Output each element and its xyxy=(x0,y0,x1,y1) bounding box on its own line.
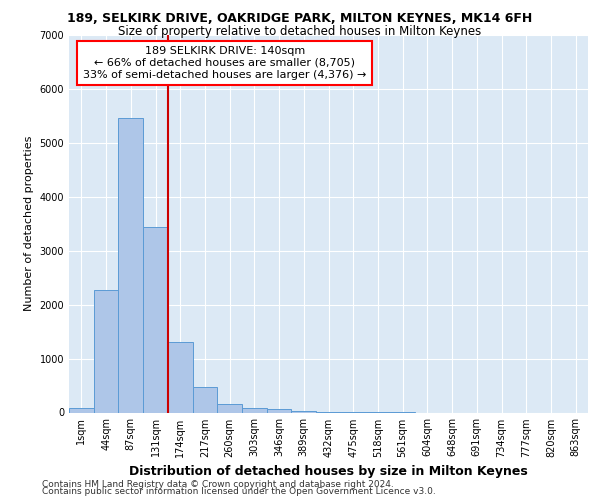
Text: Contains HM Land Registry data © Crown copyright and database right 2024.: Contains HM Land Registry data © Crown c… xyxy=(42,480,394,489)
Bar xyxy=(168,342,193,412)
Bar xyxy=(69,408,94,412)
Text: 189, SELKIRK DRIVE, OAKRIDGE PARK, MILTON KEYNES, MK14 6FH: 189, SELKIRK DRIVE, OAKRIDGE PARK, MILTO… xyxy=(67,12,533,26)
Bar xyxy=(217,404,242,412)
Text: 189 SELKIRK DRIVE: 140sqm
← 66% of detached houses are smaller (8,705)
33% of se: 189 SELKIRK DRIVE: 140sqm ← 66% of detac… xyxy=(83,46,367,80)
Bar xyxy=(143,227,168,412)
Bar xyxy=(292,410,316,412)
X-axis label: Distribution of detached houses by size in Milton Keynes: Distribution of detached houses by size … xyxy=(129,465,528,478)
Bar xyxy=(193,387,217,412)
Bar xyxy=(242,408,267,412)
Bar xyxy=(118,118,143,412)
Text: Size of property relative to detached houses in Milton Keynes: Size of property relative to detached ho… xyxy=(118,25,482,38)
Y-axis label: Number of detached properties: Number of detached properties xyxy=(24,136,34,312)
Bar xyxy=(267,410,292,412)
Bar xyxy=(94,290,118,412)
Text: Contains public sector information licensed under the Open Government Licence v3: Contains public sector information licen… xyxy=(42,487,436,496)
